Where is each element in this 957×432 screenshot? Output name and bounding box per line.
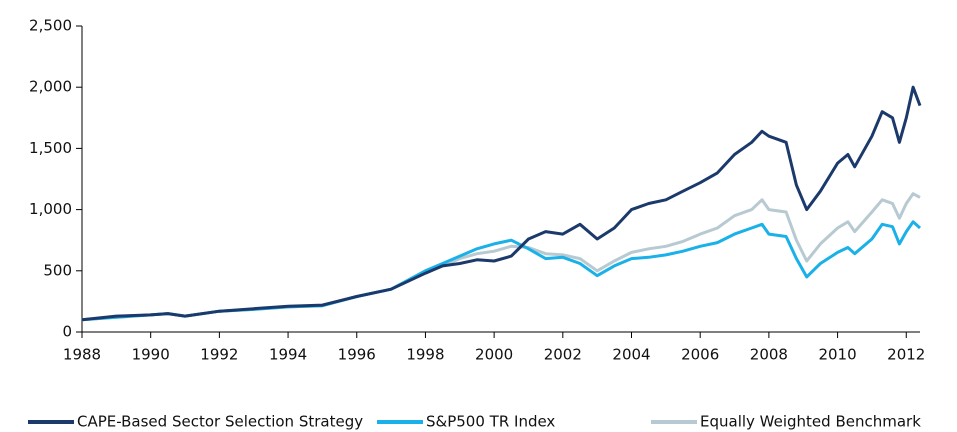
x-tick-label: 2000 bbox=[475, 346, 513, 364]
x-tick-label: 1998 bbox=[406, 346, 444, 364]
legend-label: CAPE-Based Sector Selection Strategy bbox=[77, 413, 363, 431]
x-tick-label: 2010 bbox=[818, 346, 856, 364]
y-tick-label: 500 bbox=[43, 261, 72, 279]
x-tick-label: 2008 bbox=[750, 346, 788, 364]
x-tick-label: 2002 bbox=[544, 346, 582, 364]
y-tick-label: 0 bbox=[62, 323, 72, 341]
x-tick-label: 2006 bbox=[681, 346, 719, 364]
y-tick-label: 1,500 bbox=[29, 139, 72, 157]
x-tick-label: 1992 bbox=[200, 346, 238, 364]
y-tick-label: 2,000 bbox=[29, 78, 72, 96]
x-tick-label: 1988 bbox=[63, 346, 101, 364]
x-tick-label: 2004 bbox=[612, 346, 650, 364]
series-line bbox=[81, 85, 922, 322]
legend-label: Equally Weighted Benchmark bbox=[700, 413, 921, 431]
x-tick-label: 1994 bbox=[269, 346, 307, 364]
y-tick-label: 2,500 bbox=[29, 17, 72, 35]
x-tick-label: 1996 bbox=[338, 346, 376, 364]
legend-label: S&P500 TR Index bbox=[426, 413, 555, 431]
x-tick-label: 1990 bbox=[132, 346, 170, 364]
y-tick-label: 1,000 bbox=[29, 200, 72, 218]
x-tick-label: 2012 bbox=[887, 346, 925, 364]
